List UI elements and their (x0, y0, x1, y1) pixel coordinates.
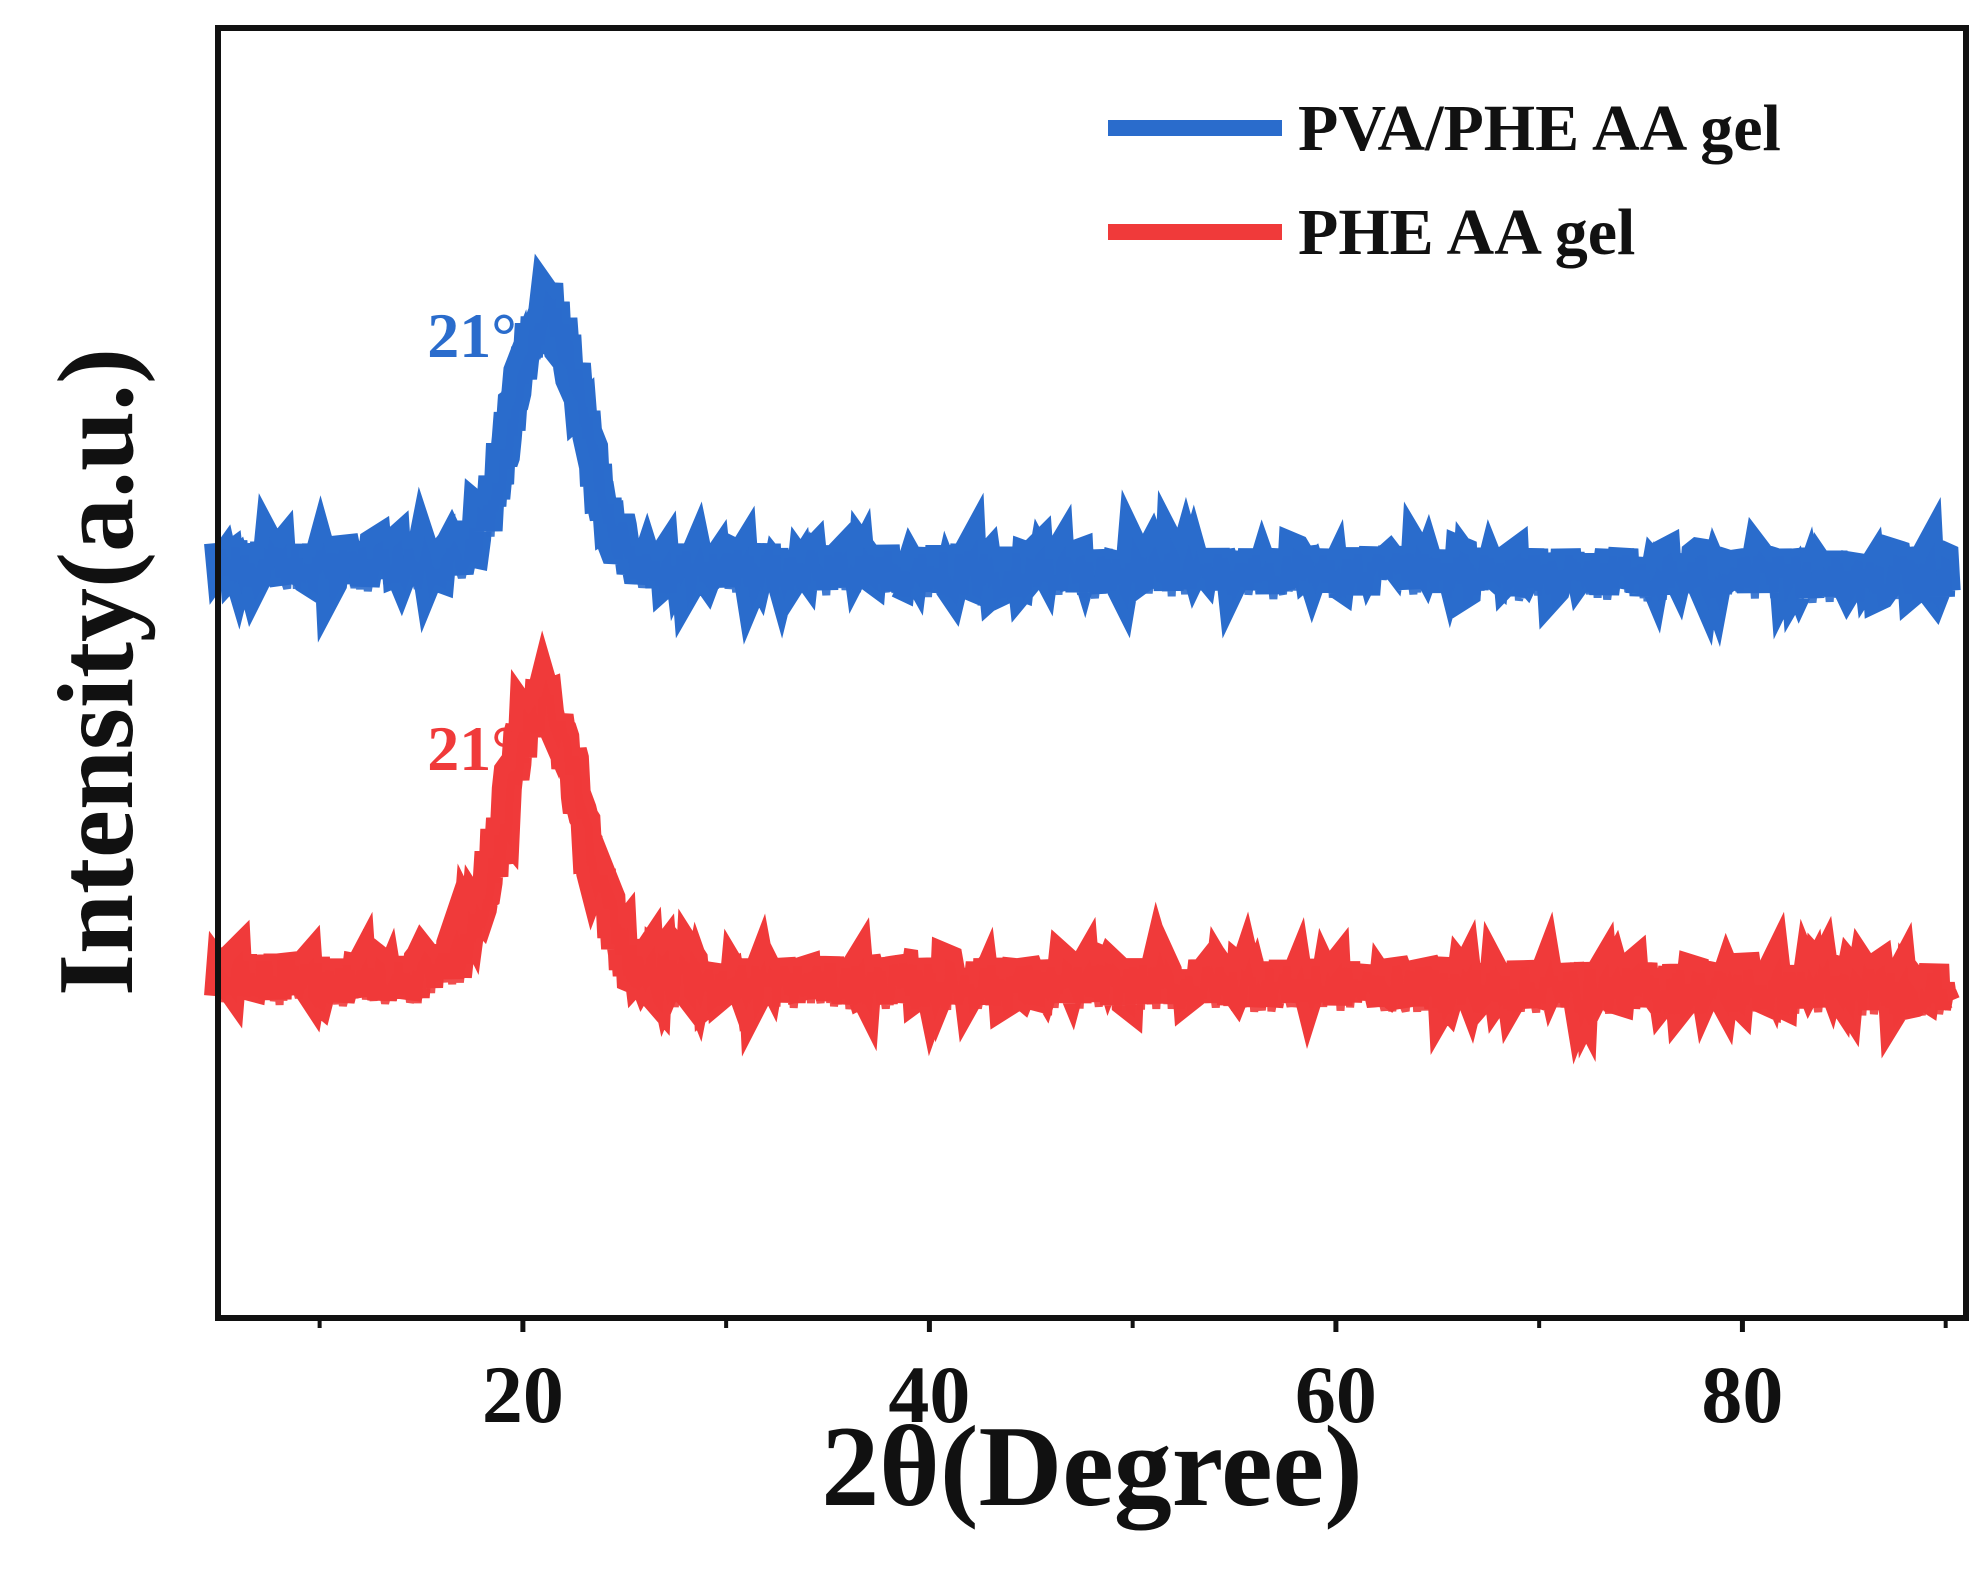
x-tick-label: 20 (482, 1349, 564, 1440)
x-tick-label: 80 (1701, 1349, 1783, 1440)
legend-label: PVA/PHE AA gel (1298, 92, 1781, 165)
x-tick-label: 40 (888, 1349, 970, 1440)
peak-label: 21° (427, 713, 517, 784)
y-axis-title: Intensity(a.u.) (37, 348, 156, 996)
x-axis-title: 2θ(Degree) (821, 1403, 1362, 1531)
legend: PVA/PHE AA gel PHE AA gel (1108, 92, 1781, 269)
series-layer (204, 253, 1961, 1065)
series-pheaa (204, 630, 1960, 1065)
legend-label: PHE AA gel (1298, 196, 1635, 269)
series-line-jitter (218, 289, 1953, 611)
peak-label: 21° (427, 300, 517, 371)
x-axis-ticks: 20 40 60 80 (317, 1318, 1948, 1440)
annotation-layer: 21° 21° (427, 300, 517, 784)
x-tick-label: 60 (1295, 1349, 1377, 1440)
series-pva-pheaa (204, 253, 1961, 647)
plot-frame (215, 25, 1969, 1321)
series-line-jitter (218, 678, 1953, 1029)
